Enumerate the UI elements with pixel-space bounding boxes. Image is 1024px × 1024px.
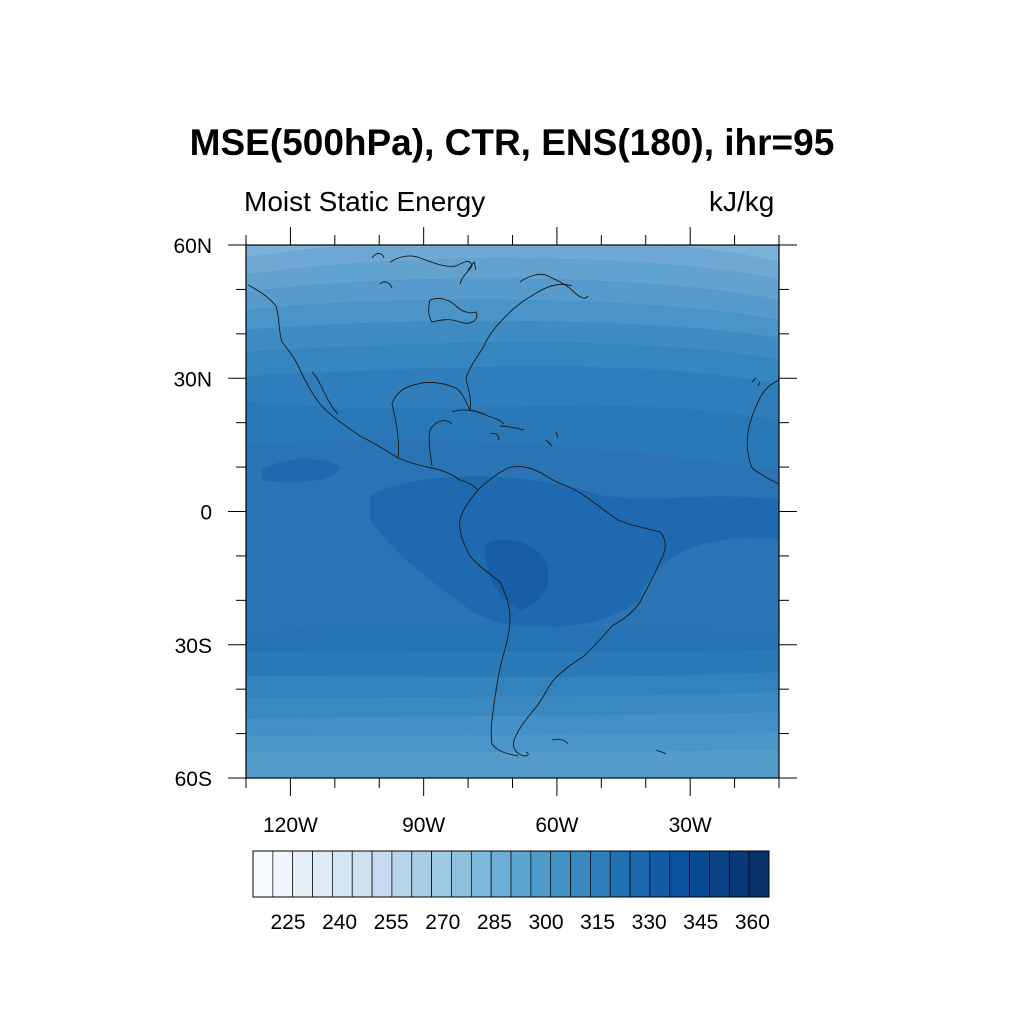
colorbar-swatch	[551, 851, 571, 897]
colorbar-swatch	[412, 851, 432, 897]
colorbar-label: 300	[528, 911, 563, 934]
colorbar-label: 225	[270, 911, 305, 934]
lon-tick-label: 60W	[535, 814, 578, 837]
colorbar-swatch	[729, 851, 749, 897]
contour-band	[246, 750, 779, 778]
lat-tick-label: 60N	[173, 235, 212, 258]
contour-field	[246, 239, 779, 778]
colorbar-swatch	[273, 851, 293, 897]
colorbar-label: 345	[683, 911, 718, 934]
lon-tick-label: 120W	[263, 814, 318, 837]
colorbar-label: 330	[632, 911, 667, 934]
lat-tick-label: 0	[200, 502, 212, 525]
colorbar-swatch	[670, 851, 690, 897]
colorbar-swatch	[511, 851, 531, 897]
colorbar-label: 255	[374, 911, 409, 934]
colorbar-swatch	[451, 851, 471, 897]
colorbar-swatch	[432, 851, 452, 897]
lon-tick-label: 90W	[402, 814, 445, 837]
colorbar-swatch	[332, 851, 352, 897]
colorbar-swatch	[531, 851, 551, 897]
colorbar-swatch	[650, 851, 670, 897]
contour-band	[246, 650, 779, 677]
lat-tick-label: 60S	[175, 768, 212, 791]
colorbar-swatch	[372, 851, 392, 897]
lat-tick-label: 30S	[175, 635, 212, 658]
colorbar: 225 240 255 270 285 300 315 330 345 360	[253, 851, 770, 934]
colorbar-label: 315	[580, 911, 615, 934]
colorbar-label: 240	[322, 911, 357, 934]
colorbar-swatch	[491, 851, 511, 897]
colorbar-swatch	[690, 851, 710, 897]
colorbar-swatch	[471, 851, 491, 897]
colorbar-swatch	[709, 851, 729, 897]
lon-tick-label: 30W	[669, 814, 712, 837]
colorbar-swatch	[590, 851, 610, 897]
colorbar-swatch	[313, 851, 333, 897]
colorbar-label: 360	[735, 911, 770, 934]
colorbar-swatch	[571, 851, 591, 897]
colorbar-swatch	[392, 851, 412, 897]
colorbar-swatch	[253, 851, 273, 897]
colorbar-swatch	[630, 851, 650, 897]
colorbar-label: 270	[425, 911, 460, 934]
colorbar-swatch	[352, 851, 372, 897]
lat-tick-label: 30N	[173, 368, 212, 391]
colorbar-swatch	[749, 851, 769, 897]
colorbar-swatch	[610, 851, 630, 897]
colorbar-label: 285	[477, 911, 512, 934]
colorbar-swatch	[293, 851, 313, 897]
